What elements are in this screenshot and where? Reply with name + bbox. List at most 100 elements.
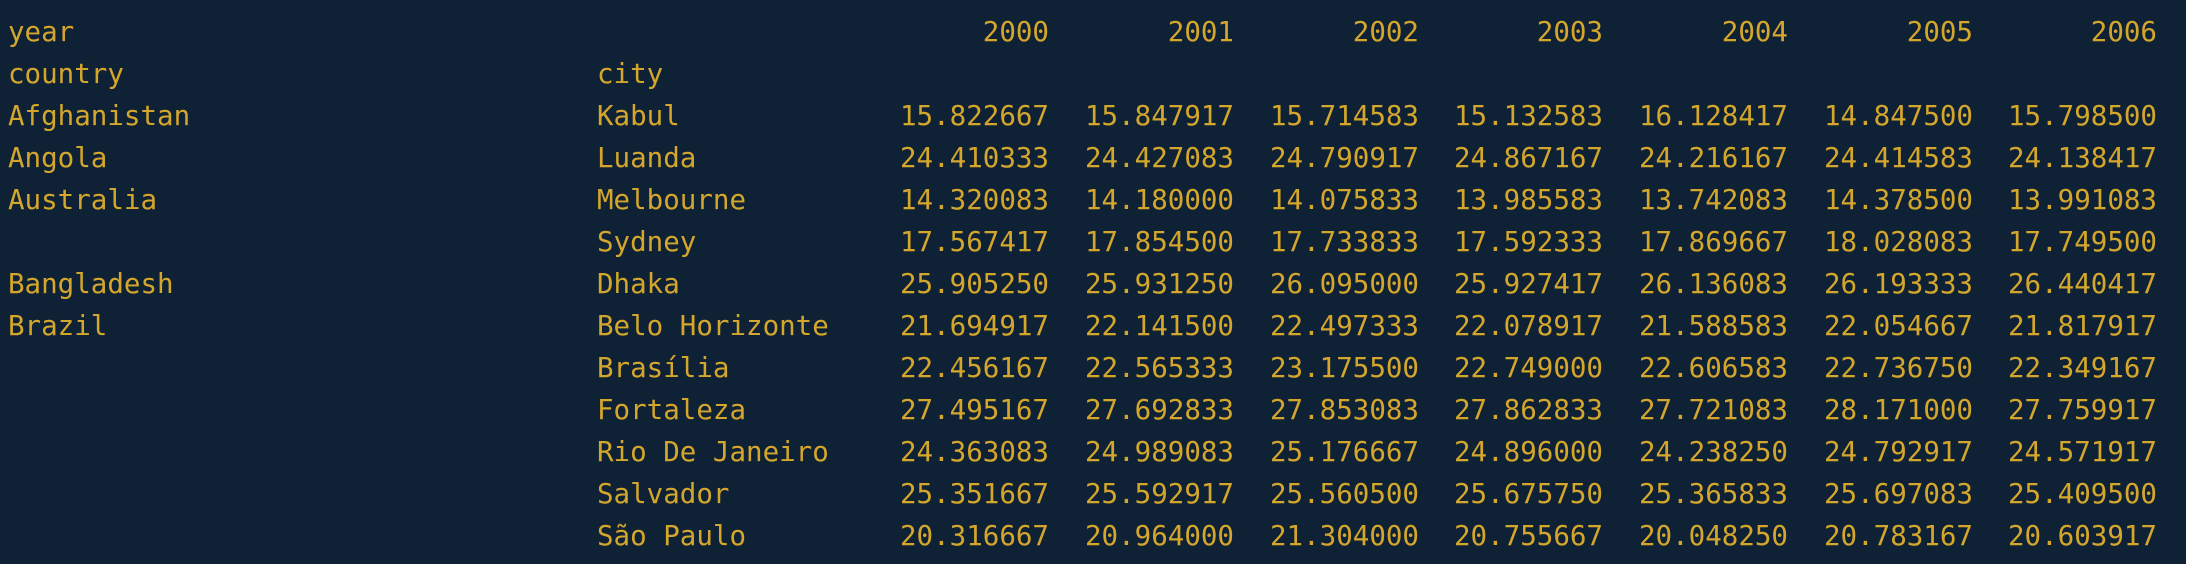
header-year-row: year 2000 2001 2002 2003 2004 2005 2006 <box>0 11 2186 53</box>
value-cell: 25.560500 <box>1269 478 1419 510</box>
table-row: Angola Luanda 24.410333 24.427083 24.790917 2… <box>0 137 2186 179</box>
value-cell: 24.571917 <box>2007 436 2157 468</box>
value-cell: 13.742083 <box>1638 184 1788 216</box>
city-cell: Sydney <box>597 226 697 258</box>
value-cell: 25.409500 <box>2007 478 2157 510</box>
value-cell: 24.896000 <box>1453 436 1603 468</box>
value-cell: 21.694917 <box>899 310 1049 342</box>
table-row: Sydney 17.567417 17.854500 17.733833 17.5923… <box>0 221 2186 263</box>
value-cell: 15.847917 <box>1084 100 1234 132</box>
value-cell: 17.749500 <box>2007 226 2157 258</box>
country-cell: Afghanistan <box>8 100 191 132</box>
table-row: Fortaleza 27.495167 27.692833 27.853083 27.8… <box>0 389 2186 431</box>
value-cell: 25.592917 <box>1084 478 1234 510</box>
city-cell: Belo Horizonte <box>597 310 829 342</box>
city-cell: Luanda <box>597 142 697 174</box>
value-cell: 24.410333 <box>899 142 1049 174</box>
table-row: Afghanistan Kabul 15.822667 15.847917 15.714… <box>0 95 2186 137</box>
value-cell: 15.714583 <box>1269 100 1419 132</box>
value-cell: 22.456167 <box>899 352 1049 384</box>
year-header: 2000 <box>982 16 1049 48</box>
value-cell: 24.216167 <box>1638 142 1788 174</box>
value-cell: 26.193333 <box>1823 268 1973 300</box>
value-cell: 20.755667 <box>1453 520 1603 552</box>
year-header: 2005 <box>1906 16 1973 48</box>
year-header: 2006 <box>2090 16 2157 48</box>
value-cell: 24.414583 <box>1823 142 1973 174</box>
value-cell: 25.675750 <box>1453 478 1603 510</box>
table-row: Australia Melbourne 14.320083 14.180000 14.0… <box>0 179 2186 221</box>
value-cell: 24.790917 <box>1269 142 1419 174</box>
value-cell: 25.351667 <box>899 478 1049 510</box>
value-cell: 13.991083 <box>2007 184 2157 216</box>
value-cell: 14.075833 <box>1269 184 1419 216</box>
value-cell: 22.749000 <box>1453 352 1603 384</box>
value-cell: 17.869667 <box>1638 226 1788 258</box>
value-cell: 28.171000 <box>1823 394 1973 426</box>
year-header: 2002 <box>1352 16 1419 48</box>
value-cell: 17.592333 <box>1453 226 1603 258</box>
value-cell: 25.697083 <box>1823 478 1973 510</box>
table-row: Bangladesh Dhaka 25.905250 25.931250 26.0950… <box>0 263 2186 305</box>
value-cell: 26.095000 <box>1269 268 1419 300</box>
table-row: Salvador 25.351667 25.592917 25.560500 25.67… <box>0 473 2186 515</box>
year-header: 2003 <box>1536 16 1603 48</box>
value-cell: 25.365833 <box>1638 478 1788 510</box>
country-cell: Brazil <box>8 310 108 342</box>
value-cell: 23.175500 <box>1269 352 1419 384</box>
value-cell: 24.363083 <box>899 436 1049 468</box>
table-row: São Paulo 20.316667 20.964000 21.304000 20.7… <box>0 515 2186 557</box>
value-cell: 24.427083 <box>1084 142 1234 174</box>
value-cell: 27.759917 <box>2007 394 2157 426</box>
value-cell: 27.495167 <box>899 394 1049 426</box>
value-cell: 26.136083 <box>1638 268 1788 300</box>
value-cell: 22.078917 <box>1453 310 1603 342</box>
city-cell: Fortaleza <box>597 394 747 426</box>
value-cell: 21.817917 <box>2007 310 2157 342</box>
value-cell: 20.783167 <box>1823 520 1973 552</box>
value-cell: 17.567417 <box>899 226 1049 258</box>
city-cell: Dhaka <box>597 268 680 300</box>
value-cell: 20.316667 <box>899 520 1049 552</box>
value-cell: 17.733833 <box>1269 226 1419 258</box>
value-cell: 22.606583 <box>1638 352 1788 384</box>
table-row: Rio De Janeiro 24.363083 24.989083 25.17666… <box>0 431 2186 473</box>
value-cell: 14.320083 <box>899 184 1049 216</box>
value-cell: 22.565333 <box>1084 352 1234 384</box>
country-index-label: country <box>8 58 124 90</box>
year-label: year <box>8 16 75 48</box>
value-cell: 14.378500 <box>1823 184 1973 216</box>
city-cell: Salvador <box>597 478 730 510</box>
value-cell: 25.927417 <box>1453 268 1603 300</box>
value-cell: 15.798500 <box>2007 100 2157 132</box>
country-cell: Australia <box>8 184 158 216</box>
value-cell: 20.048250 <box>1638 520 1788 552</box>
city-cell: São Paulo <box>597 520 747 552</box>
year-header: 2004 <box>1721 16 1788 48</box>
value-cell: 17.854500 <box>1084 226 1234 258</box>
value-cell: 14.180000 <box>1084 184 1234 216</box>
value-cell: 25.905250 <box>899 268 1049 300</box>
city-index-label: city <box>597 58 664 90</box>
value-cell: 27.692833 <box>1084 394 1234 426</box>
value-cell: 24.238250 <box>1638 436 1788 468</box>
value-cell: 22.141500 <box>1084 310 1234 342</box>
country-cell: Angola <box>8 142 108 174</box>
value-cell: 20.964000 <box>1084 520 1234 552</box>
value-cell: 24.867167 <box>1453 142 1603 174</box>
city-cell: Melbourne <box>597 184 747 216</box>
value-cell: 18.028083 <box>1823 226 1973 258</box>
value-cell: 21.588583 <box>1638 310 1788 342</box>
value-cell: 27.721083 <box>1638 394 1788 426</box>
value-cell: 20.603917 <box>2007 520 2157 552</box>
year-header: 2001 <box>1167 16 1234 48</box>
city-cell: Rio De Janeiro <box>597 436 829 468</box>
value-cell: 27.862833 <box>1453 394 1603 426</box>
value-cell: 24.138417 <box>2007 142 2157 174</box>
city-cell: Kabul <box>597 100 680 132</box>
value-cell: 25.176667 <box>1269 436 1419 468</box>
value-cell: 15.132583 <box>1453 100 1603 132</box>
city-cell: Brasília <box>597 352 730 384</box>
table-row: Brazil Belo Horizonte 21.694917 22.141500 22… <box>0 305 2186 347</box>
header-index-row: country city <box>0 53 2186 95</box>
